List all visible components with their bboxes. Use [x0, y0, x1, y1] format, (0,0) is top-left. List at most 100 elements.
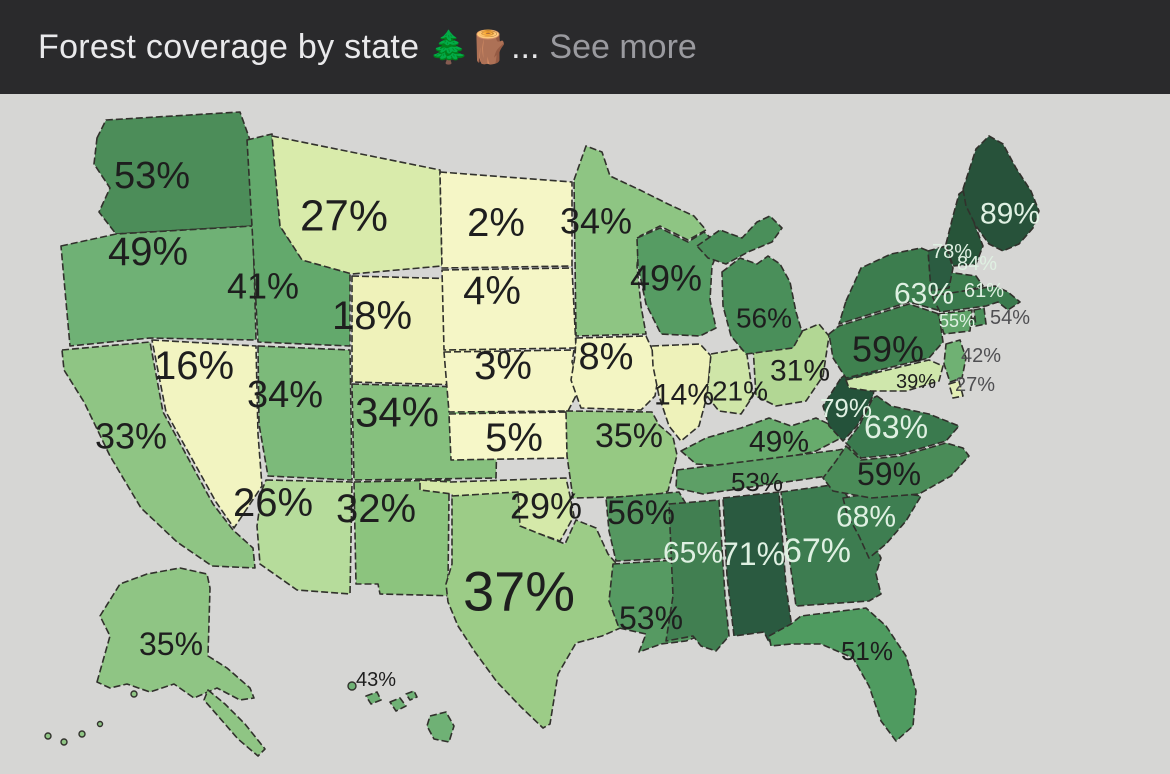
state-label-NE: 3%: [474, 344, 532, 388]
state-MA: [931, 285, 1021, 313]
state-label-WI: 49%: [630, 258, 702, 299]
state-label-MS: 65%: [663, 537, 723, 570]
state-label-AZ: 26%: [233, 481, 313, 525]
state-NC: [822, 442, 970, 499]
state-MO: [565, 410, 678, 499]
state-label-CO: 34%: [355, 389, 439, 436]
state-UT: [257, 345, 353, 481]
forest-coverage-map: 53% 49% 41% 27% 18% 16% 33% 34% 34% 26% 32% 2% 4% 3% 5…: [0, 94, 1170, 774]
state-label-AR: 56%: [607, 494, 675, 532]
state-RI: [973, 307, 987, 327]
state-label-DE: 27%: [955, 374, 995, 396]
state-label-TN: 53%: [731, 467, 783, 497]
state-label-NH: 84%: [957, 253, 997, 275]
state-label-GA: 67%: [783, 532, 851, 570]
state-label-ME: 89%: [980, 198, 1040, 231]
state-label-WA: 53%: [114, 155, 190, 197]
tree-log-emoji-icon: 🌲🪵: [429, 29, 510, 65]
state-label-NC: 59%: [857, 456, 921, 492]
state-label-OK: 29%: [510, 486, 582, 527]
state-ND: [439, 171, 573, 269]
state-MT: [271, 135, 443, 275]
state-HI-part1: [389, 697, 407, 712]
state-MS: [665, 499, 730, 652]
state-label-UT: 34%: [247, 374, 323, 416]
state-NY: [838, 247, 984, 325]
state-AK-island1: [60, 738, 68, 746]
see-more-link[interactable]: See more: [549, 27, 697, 66]
state-AK-island0: [44, 732, 52, 740]
state-AK: [96, 567, 255, 701]
state-label-ID: 41%: [227, 266, 299, 307]
state-AK-part1: [203, 689, 266, 757]
state-label-IN: 21%: [712, 376, 768, 407]
state-AK-island2: [78, 730, 86, 738]
state-label-NV: 16%: [154, 344, 234, 388]
state-label-MD: 39%: [896, 371, 936, 393]
state-MD: [845, 359, 944, 392]
state-label-TX: 37%: [463, 560, 575, 623]
state-label-NJ: 42%: [961, 345, 1001, 367]
state-label-ND: 2%: [467, 201, 525, 245]
state-VA: [845, 395, 960, 459]
state-label-LA: 53%: [619, 600, 683, 636]
state-label-FL: 51%: [841, 636, 893, 666]
state-label-SC: 68%: [836, 501, 896, 534]
state-label-VA: 63%: [864, 409, 928, 445]
post-title: Forest coverage by state: [38, 27, 420, 66]
state-OR: [60, 225, 257, 347]
us-choropleth-svg: 53%49%41%27%18%16%33%34% 34%26% 32%2%4%3%5…: [44, 111, 1040, 757]
state-NV: [151, 339, 263, 529]
state-HI-part2: [405, 690, 418, 701]
state-label-MN: 34%: [560, 201, 632, 242]
state-FL: [768, 607, 917, 742]
state-MI: [696, 215, 783, 265]
state-CA: [61, 341, 256, 569]
state-AK-island4: [130, 690, 138, 698]
state-NJ: [943, 339, 967, 383]
state-label-CT: 55%: [939, 311, 975, 331]
state-label-WV: 79%: [820, 393, 872, 423]
state-label-SD: 4%: [463, 269, 521, 313]
state-MN: [573, 145, 707, 337]
state-label-VT: 78%: [932, 241, 972, 263]
state-TN: [675, 445, 862, 495]
state-label-PA: 59%: [852, 329, 924, 370]
state-MI-part1: [721, 255, 803, 355]
state-label-AK: 35%: [139, 626, 203, 662]
state-label-MT: 27%: [300, 192, 388, 241]
state-label-RI: 54%: [990, 307, 1030, 329]
state-PA: [828, 303, 944, 379]
state-VT: [927, 245, 954, 292]
state-label-KS: 5%: [485, 416, 543, 460]
state-label-MA: 61%: [964, 280, 1004, 302]
state-WA: [93, 111, 254, 235]
state-ME: [962, 135, 1040, 252]
truncation-ellipsis: ...: [511, 27, 540, 66]
state-AK-island3: [96, 720, 104, 728]
state-HI-part3: [426, 711, 455, 743]
state-label-KY: 49%: [749, 426, 809, 459]
state-label-NM: 32%: [336, 487, 416, 531]
state-DE: [948, 380, 964, 399]
state-IA: [570, 335, 661, 411]
state-label-OH: 31%: [770, 355, 830, 388]
state-IL: [651, 343, 712, 442]
state-label-IA: 8%: [579, 336, 634, 378]
state-label-IL: 14%: [654, 379, 714, 412]
state-label-MO: 35%: [595, 417, 663, 455]
state-label-AL: 71%: [721, 536, 785, 572]
state-label-NY: 63%: [894, 278, 954, 311]
state-CT: [937, 309, 973, 335]
state-NH: [945, 190, 984, 267]
state-label-WY: 18%: [332, 294, 412, 338]
state-WI: [636, 227, 721, 337]
post-header: Forest coverage by state 🌲🪵 ... See more: [0, 0, 1170, 94]
state-label-MI: 56%: [736, 303, 792, 334]
state-HI: [365, 691, 382, 705]
state-label-CA: 33%: [95, 416, 167, 457]
state-label-OR: 49%: [108, 230, 188, 274]
state-AZ: [256, 479, 353, 595]
state-TX: [445, 491, 649, 729]
state-HI-island0: [347, 681, 357, 691]
